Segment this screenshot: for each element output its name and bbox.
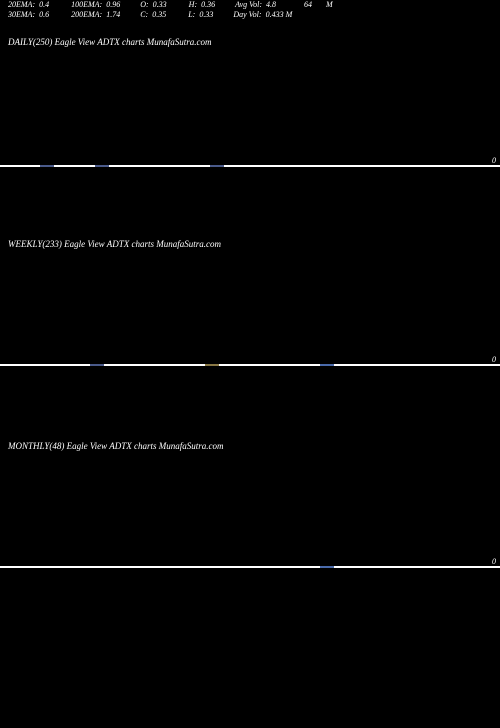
ema30-label: 30EMA: [8, 10, 35, 20]
low-val: 0.33 [199, 10, 213, 20]
daily-chart: DAILY(250) Eagle View ADTX charts Munafa… [0, 37, 500, 167]
weekly-axis-line [0, 364, 500, 366]
ema20-val: 0.4 [39, 0, 49, 10]
axis-tick [95, 165, 109, 167]
ema200-val: 1.74 [106, 10, 120, 20]
trail-unit: M [326, 0, 333, 10]
axis-tick [205, 364, 219, 366]
daily-axis-label: 0 [492, 156, 496, 165]
ema100-val: 0.96 [106, 0, 120, 10]
axis-tick [40, 165, 54, 167]
ema200-label: 200EMA: [71, 10, 102, 20]
trail-num: 64 [304, 0, 312, 10]
weekly-axis-label: 0 [492, 355, 496, 364]
dayvol-label: Day Vol: [233, 10, 261, 20]
stats-row-2: 30EMA: 0.6 200EMA: 1.74 C: 0.35 L: 0.33 Day … [0, 10, 500, 20]
low-label: L: [188, 10, 195, 20]
weekly-chart-body [0, 249, 500, 364]
weekly-chart: WEEKLY(233) Eagle View ADTX charts Munaf… [0, 239, 500, 366]
ema20-label: 20EMA: [8, 0, 35, 10]
ema30-val: 0.6 [39, 10, 49, 20]
avgvol-val: 4.8 [266, 0, 276, 10]
open-label: O: [140, 0, 148, 10]
dayvol-val: 0.433 M [266, 10, 293, 20]
high-val: 0.36 [201, 0, 215, 10]
monthly-chart-body [0, 451, 500, 566]
axis-tick [320, 566, 334, 568]
monthly-axis-line [0, 566, 500, 568]
stats-row-1: 20EMA: 0.4 100EMA: 0.96 O: 0.33 H: 0.36 Avg … [0, 0, 500, 10]
close-val: 0.35 [152, 10, 166, 20]
monthly-chart: MONTHLY(48) Eagle View ADTX charts Munaf… [0, 441, 500, 568]
axis-tick [320, 364, 334, 366]
weekly-chart-title: WEEKLY(233) Eagle View ADTX charts Munaf… [0, 239, 500, 249]
ema100-label: 100EMA: [71, 0, 102, 10]
high-label: H: [189, 0, 197, 10]
daily-axis-line [0, 165, 500, 167]
daily-chart-body [0, 47, 500, 165]
daily-chart-title: DAILY(250) Eagle View ADTX charts Munafa… [0, 37, 500, 47]
open-val: 0.33 [153, 0, 167, 10]
axis-tick [90, 364, 104, 366]
axis-tick [210, 165, 224, 167]
monthly-axis-label: 0 [492, 557, 496, 566]
monthly-chart-title: MONTHLY(48) Eagle View ADTX charts Munaf… [0, 441, 500, 451]
avgvol-label: Avg Vol: [235, 0, 262, 10]
close-label: C: [140, 10, 148, 20]
